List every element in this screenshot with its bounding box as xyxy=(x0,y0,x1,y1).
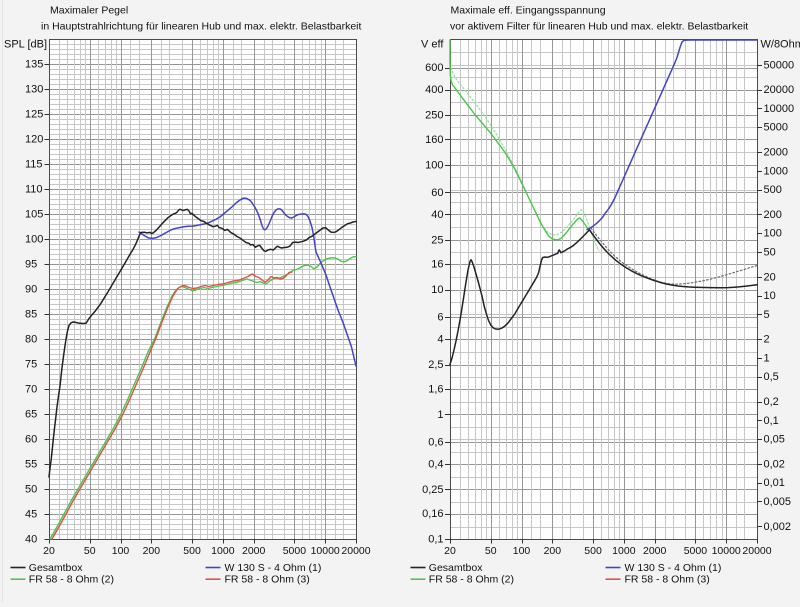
svg-text:1: 1 xyxy=(437,409,443,421)
svg-text:10: 10 xyxy=(431,284,443,296)
svg-text:0,1: 0,1 xyxy=(428,534,443,546)
svg-text:5000: 5000 xyxy=(684,545,708,557)
svg-text:105: 105 xyxy=(25,209,43,221)
svg-text:70: 70 xyxy=(25,384,37,396)
svg-text:Maximale eff. Eingangsspannung: Maximale eff. Eingangsspannung xyxy=(451,5,606,17)
svg-text:500: 500 xyxy=(764,184,782,196)
svg-text:0,16: 0,16 xyxy=(422,508,443,520)
svg-text:200: 200 xyxy=(764,209,782,221)
svg-text:1,6: 1,6 xyxy=(428,383,443,395)
svg-text:90: 90 xyxy=(25,284,37,296)
svg-text:vor aktivem Filter für lineare: vor aktivem Filter für linearen Hub und … xyxy=(450,21,748,33)
svg-text:55: 55 xyxy=(25,459,37,471)
svg-text:20: 20 xyxy=(764,271,776,283)
svg-text:V eff: V eff xyxy=(421,39,444,51)
svg-text:20000: 20000 xyxy=(341,545,370,557)
svg-text:0,25: 0,25 xyxy=(422,484,443,496)
svg-text:50: 50 xyxy=(764,246,776,258)
svg-text:50000: 50000 xyxy=(764,59,795,71)
svg-text:0,005: 0,005 xyxy=(764,496,792,508)
svg-text:0,1: 0,1 xyxy=(764,415,779,427)
svg-text:110: 110 xyxy=(25,184,43,196)
svg-text:80: 80 xyxy=(25,334,37,346)
svg-text:SPL [dB]: SPL [dB] xyxy=(4,39,47,51)
svg-text:2000: 2000 xyxy=(643,545,667,557)
svg-text:40: 40 xyxy=(431,209,443,221)
svg-text:1000: 1000 xyxy=(764,165,788,177)
svg-text:10: 10 xyxy=(764,290,776,302)
svg-text:60: 60 xyxy=(25,434,37,446)
svg-text:6: 6 xyxy=(437,312,443,324)
svg-text:10000: 10000 xyxy=(712,545,741,557)
svg-text:2000: 2000 xyxy=(764,147,788,159)
svg-text:60: 60 xyxy=(431,187,443,199)
svg-text:in Hauptstrahlrichtung für lin: in Hauptstrahlrichtung für linearen Hub … xyxy=(41,21,362,33)
svg-text:130: 130 xyxy=(25,84,43,96)
svg-text:5000: 5000 xyxy=(764,122,788,134)
svg-text:200: 200 xyxy=(544,545,562,557)
svg-text:50: 50 xyxy=(485,545,497,557)
svg-text:0,01: 0,01 xyxy=(764,477,785,489)
svg-text:1000: 1000 xyxy=(612,545,636,557)
svg-text:50: 50 xyxy=(25,484,37,496)
svg-text:1000: 1000 xyxy=(211,545,235,557)
svg-text:2000: 2000 xyxy=(242,545,266,557)
svg-text:115: 115 xyxy=(25,159,43,171)
svg-text:5: 5 xyxy=(764,309,770,321)
svg-text:1: 1 xyxy=(764,352,770,364)
svg-text:500: 500 xyxy=(183,545,201,557)
svg-text:Gesamtbox: Gesamtbox xyxy=(29,562,83,574)
svg-text:5000: 5000 xyxy=(283,545,307,557)
svg-text:W/8Ohm: W/8Ohm xyxy=(761,39,800,51)
svg-text:0,6: 0,6 xyxy=(428,436,443,448)
svg-text:Gesamtbox: Gesamtbox xyxy=(429,562,483,574)
svg-text:0,002: 0,002 xyxy=(764,521,792,533)
svg-text:100: 100 xyxy=(25,234,43,246)
svg-text:2,5: 2,5 xyxy=(428,359,443,371)
svg-text:75: 75 xyxy=(25,359,37,371)
svg-text:2: 2 xyxy=(764,334,770,346)
svg-text:FR 58 - 8 Ohm (3): FR 58 - 8 Ohm (3) xyxy=(225,574,310,586)
svg-text:0,02: 0,02 xyxy=(764,458,785,470)
svg-text:95: 95 xyxy=(25,259,37,271)
svg-text:10000: 10000 xyxy=(764,103,795,115)
svg-text:250: 250 xyxy=(425,110,443,122)
svg-text:25: 25 xyxy=(431,234,443,246)
svg-text:160: 160 xyxy=(425,134,443,146)
svg-text:120: 120 xyxy=(25,134,43,146)
svg-text:85: 85 xyxy=(25,309,37,321)
svg-text:Maximaler Pegel: Maximaler Pegel xyxy=(50,5,128,17)
svg-text:100: 100 xyxy=(764,228,782,240)
svg-text:4: 4 xyxy=(437,334,443,346)
svg-text:FR 58 - 8 Ohm (2): FR 58 - 8 Ohm (2) xyxy=(429,574,514,586)
svg-text:135: 135 xyxy=(25,59,43,71)
svg-text:500: 500 xyxy=(584,545,602,557)
svg-text:FR 58 - 8 Ohm (3): FR 58 - 8 Ohm (3) xyxy=(625,574,710,586)
svg-text:20: 20 xyxy=(43,545,55,557)
svg-text:20000: 20000 xyxy=(764,84,795,96)
svg-text:FR 58 - 8 Ohm (2): FR 58 - 8 Ohm (2) xyxy=(29,574,114,586)
svg-text:20000: 20000 xyxy=(742,545,771,557)
svg-text:16: 16 xyxy=(431,259,443,271)
svg-text:200: 200 xyxy=(143,545,161,557)
svg-text:0,2: 0,2 xyxy=(764,396,779,408)
svg-text:0,05: 0,05 xyxy=(764,434,785,446)
svg-text:100: 100 xyxy=(513,545,531,557)
svg-text:45: 45 xyxy=(25,509,37,521)
svg-text:W 130 S - 4 Ohm (1): W 130 S - 4 Ohm (1) xyxy=(225,562,322,574)
svg-text:50: 50 xyxy=(84,545,96,557)
svg-text:0,4: 0,4 xyxy=(428,458,443,470)
svg-text:0,5: 0,5 xyxy=(764,371,779,383)
svg-text:600: 600 xyxy=(425,62,443,74)
svg-text:100: 100 xyxy=(112,545,130,557)
svg-text:100: 100 xyxy=(425,159,443,171)
svg-text:10000: 10000 xyxy=(311,545,340,557)
svg-text:65: 65 xyxy=(25,409,37,421)
svg-text:125: 125 xyxy=(25,109,43,121)
svg-text:20: 20 xyxy=(444,545,456,557)
svg-text:400: 400 xyxy=(425,84,443,96)
svg-text:40: 40 xyxy=(25,534,37,546)
svg-text:W 130 S - 4 Ohm (1): W 130 S - 4 Ohm (1) xyxy=(625,562,722,574)
